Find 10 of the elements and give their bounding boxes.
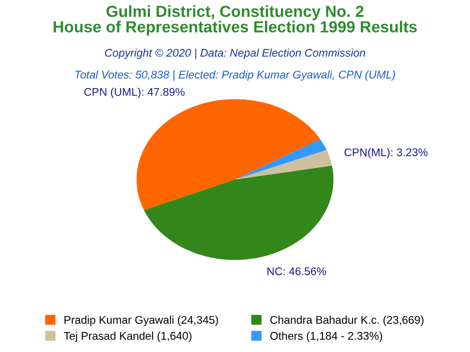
legend-label: Chandra Bahadur K.c. (23,669)	[270, 316, 424, 326]
chart-subtitle: Copyright © 2020 | Data: Nepal Election Commission	[105, 48, 366, 60]
legend-label: Others (1,184 - 2.33%)	[270, 332, 382, 342]
legend-label: Pradip Kumar Gyawali (24,345)	[64, 316, 218, 326]
data-label: CPN (UML): 47.89%	[84, 88, 185, 98]
chart-title: Gulmi District, Constituency No. 2 House of Representatives Election 1999 Results	[54, 5, 417, 36]
data-label: NC: 46.56%	[267, 267, 326, 276]
text: Total Votes: 50,838 | Elected: Pradip Kumar Gyawali, CPN (UML)	[75, 70, 396, 81]
data-label: CPN(ML): 3.23%	[344, 148, 428, 158]
legend-label: Tej Prasad Kandel (1,640)	[64, 332, 192, 342]
